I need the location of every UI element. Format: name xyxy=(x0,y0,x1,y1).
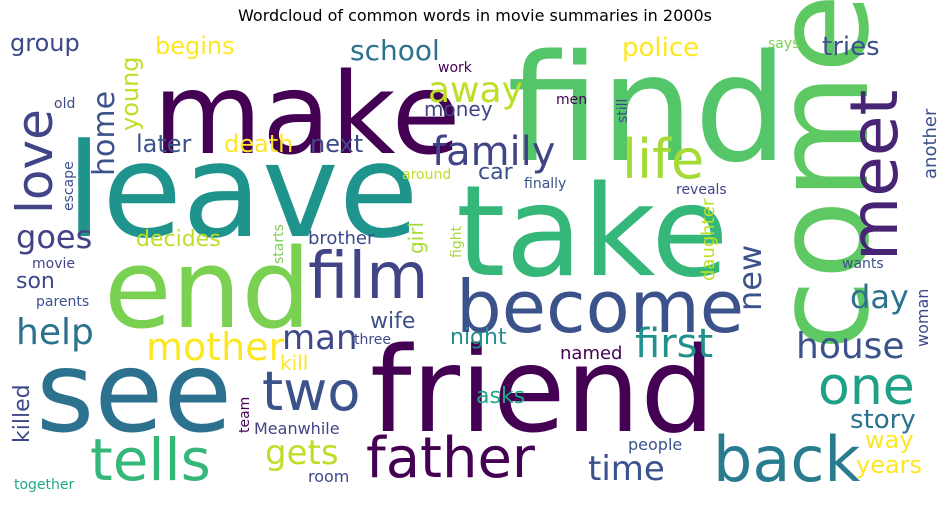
word: life xyxy=(622,128,705,191)
word: tries xyxy=(822,32,880,62)
word: new xyxy=(731,244,769,311)
word: starts xyxy=(271,224,287,264)
word: goes xyxy=(16,218,93,256)
word: named xyxy=(560,343,623,364)
word: end xyxy=(104,225,312,353)
word: house xyxy=(796,326,905,367)
word: mother xyxy=(146,325,285,369)
word: take xyxy=(456,158,729,305)
word: girl xyxy=(404,221,428,254)
word: family xyxy=(432,129,556,175)
word: three xyxy=(354,332,392,348)
word: says xyxy=(768,36,800,52)
word: woman xyxy=(913,288,932,347)
word: love xyxy=(6,109,64,214)
word: father xyxy=(366,426,535,491)
word: around xyxy=(402,167,452,183)
word: friend xyxy=(370,321,716,459)
word: killed xyxy=(10,384,35,443)
word: people xyxy=(628,435,683,454)
word: story xyxy=(850,405,916,435)
word: tells xyxy=(90,426,211,494)
word: son xyxy=(16,269,55,294)
word: begins xyxy=(155,32,235,60)
word: years xyxy=(856,451,923,479)
word: escape xyxy=(61,161,77,211)
word: movie xyxy=(32,256,75,272)
word: help xyxy=(16,312,94,353)
word: team xyxy=(237,396,253,433)
word: asks xyxy=(476,384,526,409)
word: finally xyxy=(524,176,567,192)
word: another xyxy=(920,108,941,179)
word: one xyxy=(818,357,915,417)
word: reveals xyxy=(676,182,727,198)
word: money xyxy=(424,97,493,121)
word: become xyxy=(456,265,745,349)
word: together xyxy=(14,477,75,493)
word: wife xyxy=(370,309,416,334)
word: later xyxy=(136,130,192,158)
word: old xyxy=(54,96,76,112)
word-cloud: find leave take make come friend see end… xyxy=(6,0,941,499)
word: back xyxy=(713,423,861,496)
word: Meanwhile xyxy=(254,419,340,438)
word: daughter xyxy=(698,198,719,281)
word: young xyxy=(116,56,144,131)
word: way xyxy=(865,426,914,454)
word: decides xyxy=(136,227,221,252)
word: man xyxy=(282,318,358,358)
word: time xyxy=(588,449,665,489)
word: next xyxy=(310,130,364,158)
word: gets xyxy=(265,433,339,473)
word: still xyxy=(615,98,631,123)
word: room xyxy=(308,467,350,486)
word: two xyxy=(262,360,361,423)
word: find xyxy=(507,23,788,195)
word: men xyxy=(556,92,588,108)
word: make xyxy=(153,50,461,180)
word: car xyxy=(478,160,513,185)
word: police xyxy=(622,33,700,63)
word: wants xyxy=(842,256,884,272)
word: night xyxy=(450,325,507,350)
word: day xyxy=(850,278,909,316)
word: group xyxy=(10,29,80,57)
word: brother xyxy=(308,228,375,249)
word: see xyxy=(36,328,233,458)
word: meet xyxy=(836,89,913,261)
word: leave xyxy=(66,115,419,267)
word: kill xyxy=(280,351,309,375)
word: first xyxy=(635,321,714,367)
chart-title: Wordcloud of common words in movie summa… xyxy=(238,6,712,25)
word: death xyxy=(224,130,294,158)
word: away xyxy=(428,70,523,111)
word: film xyxy=(308,240,429,314)
word: parents xyxy=(36,294,90,310)
word: school xyxy=(350,34,440,67)
word: fight xyxy=(449,225,465,258)
word: work xyxy=(438,60,472,76)
